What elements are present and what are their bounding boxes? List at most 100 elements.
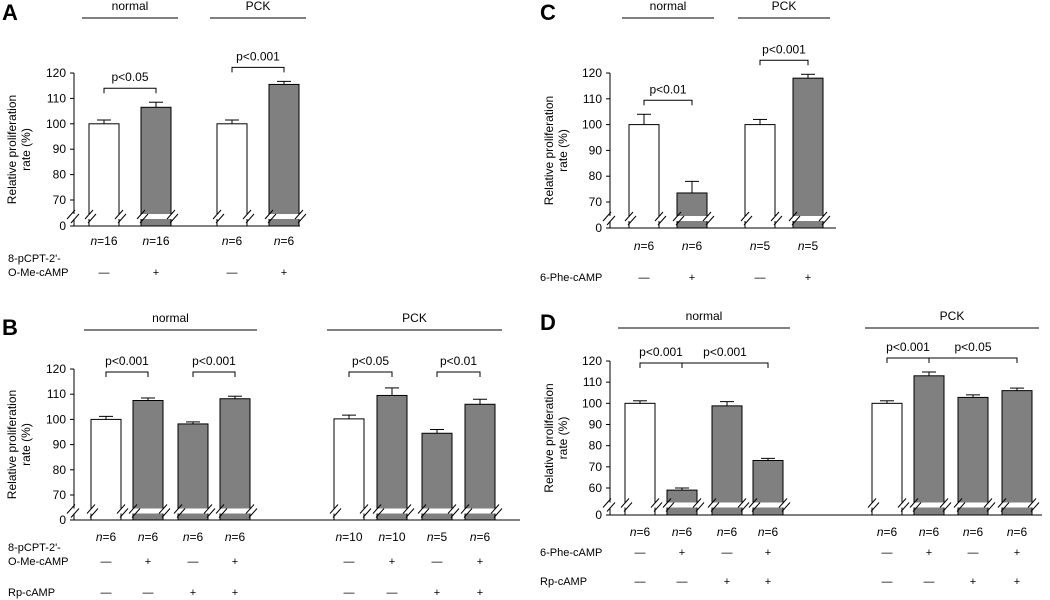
- axis-break-mark: [602, 498, 612, 508]
- y-tick-label: 90: [53, 142, 67, 156]
- treatment-sign: —: [101, 587, 112, 599]
- axis-break-gap: [604, 216, 616, 221]
- p-value-label: p<0.05: [954, 340, 991, 354]
- bar-break-mark: [420, 508, 430, 518]
- panel-c: C Relative proliferation rate (%) 0 70 80 90 10…: [540, 0, 836, 284]
- treatment-sign: —: [188, 556, 199, 568]
- n-value: =6: [103, 530, 117, 544]
- treatment-sign: —: [924, 576, 935, 588]
- n-value: =6: [281, 234, 295, 248]
- bar-break-mark: [294, 209, 304, 220]
- bar-break-mark: [624, 211, 634, 222]
- n-value: =6: [884, 525, 898, 539]
- group-label: PCK: [246, 0, 271, 13]
- bar-break-gap: [333, 508, 365, 514]
- y-tick-label: 110: [47, 387, 66, 401]
- bar: [871, 402, 903, 516]
- bar-break-gap: [132, 508, 164, 514]
- significance-bracket: [231, 66, 285, 73]
- bar-break-mark: [942, 502, 952, 512]
- bar-break-mark: [463, 508, 473, 518]
- panel-label: D: [540, 310, 556, 335]
- treatment-sign: +: [805, 272, 811, 284]
- group-label: normal: [112, 0, 149, 13]
- n-label: n=6: [634, 239, 655, 253]
- bar-break-gap: [711, 502, 743, 508]
- bar-break-mark: [114, 209, 124, 220]
- bar-break-mark: [158, 504, 168, 514]
- significance-bracket: [348, 371, 393, 377]
- bar-break-gap: [624, 502, 656, 508]
- y-tick-label: 110: [47, 91, 66, 105]
- bar-break-mark: [748, 498, 758, 508]
- treatment-sign: —: [677, 576, 688, 588]
- bar-break-mark: [212, 209, 222, 220]
- y-tick-label: 100: [46, 412, 66, 426]
- treatment-label: Rp-cAMP: [540, 576, 587, 588]
- bar-break-mark: [956, 502, 966, 512]
- bar-break-mark: [117, 213, 127, 224]
- n-label: n=6: [672, 525, 693, 539]
- treatment-label: O-Me-cAMP: [8, 556, 69, 568]
- bar: [1001, 390, 1033, 516]
- bar-break-gap: [752, 502, 784, 508]
- treatment-sign: —: [968, 547, 979, 559]
- axis-break-mark: [602, 211, 612, 222]
- bar-break-mark: [870, 502, 880, 512]
- bar-break-gap: [666, 502, 698, 508]
- y-tick-label: 0: [59, 219, 66, 233]
- axis-break-mark: [66, 209, 76, 220]
- treatment-sign: —: [387, 587, 398, 599]
- n-label: n=6: [183, 530, 204, 544]
- y-axis-label-line: Relative proliferation: [542, 96, 556, 205]
- treatment-sign: —: [344, 587, 355, 599]
- bar-break-mark: [119, 508, 129, 518]
- treatment-sign: +: [477, 587, 483, 599]
- bar-break-mark: [788, 211, 798, 222]
- bar-break-mark: [909, 498, 919, 508]
- bar: [88, 123, 120, 227]
- y-tick-label: 90: [589, 143, 603, 157]
- n-value: =6: [765, 525, 779, 539]
- treatment-sign: —: [722, 547, 733, 559]
- bar-break-mark: [176, 508, 186, 518]
- treatment-sign: +: [145, 556, 151, 568]
- bar-break-mark: [84, 209, 94, 220]
- bar: [140, 106, 172, 227]
- bar-break-mark: [897, 498, 907, 508]
- bar: [421, 432, 453, 521]
- y-tick-label: 0: [59, 513, 66, 527]
- y-axis-label: Relative proliferation rate (%): [5, 95, 33, 204]
- n-label: n=6: [919, 525, 940, 539]
- bar-break-mark: [791, 215, 801, 226]
- group-label: normal: [152, 311, 189, 325]
- treatment-sign: +: [389, 556, 395, 568]
- n-value: =6: [970, 525, 984, 539]
- y-axis-label-line: rate (%): [556, 129, 570, 172]
- bar-break-mark: [215, 504, 225, 514]
- p-value-label: p<0.01: [440, 354, 477, 368]
- panel-label: B: [2, 315, 18, 340]
- treatment-label: 8-pCPT-2'-: [8, 253, 61, 265]
- y-axis-label-line: rate (%): [19, 423, 33, 466]
- treatment-sign: —: [432, 556, 443, 568]
- y-tick-label: 80: [53, 463, 67, 477]
- bar: [957, 396, 989, 516]
- significance-bracket: [886, 357, 930, 364]
- bar-break-mark: [417, 504, 427, 514]
- bar-break-mark: [818, 211, 828, 222]
- n-value: =6: [679, 525, 693, 539]
- bar-break-gap: [421, 508, 453, 514]
- significance-bracket: [105, 371, 149, 377]
- panel-label: C: [540, 0, 556, 25]
- p-value-label: p<0.001: [703, 345, 747, 359]
- treatment-sign: +: [434, 587, 440, 599]
- bar-break-mark: [375, 508, 385, 518]
- bar-break-mark: [264, 209, 274, 220]
- bar-break-mark: [620, 498, 630, 508]
- p-value-label: p<0.001: [236, 49, 280, 63]
- bar-break-mark: [447, 504, 457, 514]
- y-tick-label: 100: [46, 117, 66, 131]
- n-label: n=5: [427, 530, 448, 544]
- bar-break-mark: [662, 498, 672, 508]
